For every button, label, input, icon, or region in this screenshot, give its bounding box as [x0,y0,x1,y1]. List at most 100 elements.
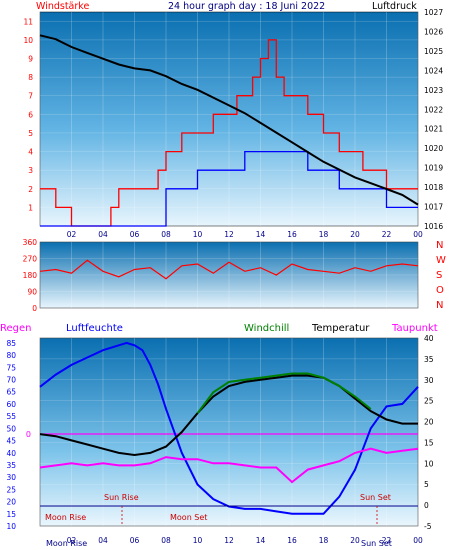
temperatur-label: Temperatur [311,323,370,334]
humidity-y-tick: 55 [6,412,16,421]
temperatur-line [39,374,418,457]
wind-speed-series [40,39,418,227]
humidity-y-tick: 35 [6,461,16,470]
humidity-y-tick: 30 [6,473,16,482]
wind-y-tick: 3 [28,166,33,175]
moon-set-label: Moon Set [170,513,207,522]
humidity-y-tick: 10 [6,522,16,531]
regen-value: 0 [26,430,31,439]
wind-x-tick: 08 [161,230,171,239]
compass-letter: N [436,240,443,251]
pressure-y-tick: 1023 [424,86,443,95]
sun-rise-label: Sun Rise [104,493,139,502]
taupunkt-label: Taupunkt [391,323,438,334]
pressure-y-tick: 1019 [424,164,443,173]
wind-x-tick: 14 [256,230,266,239]
wind-y-tick: 8 [28,73,33,82]
pressure-y-tick: 1025 [424,47,443,56]
wind-direction-y-axis: 0 90 180 270 360 [23,238,38,313]
temperature-y-tick: 10 [424,459,434,468]
wind-y-tick: 11 [23,17,33,26]
wind-x-axis: 02 04 06 08 10 12 14 16 18 20 22 00 [67,230,423,239]
temperature-y-tick: 25 [424,397,434,406]
wind-x-tick: 20 [350,230,360,239]
compass-letter: O [436,285,444,296]
pressure-y-tick: 1021 [424,125,443,134]
temperature-y-tick: 15 [424,438,434,447]
wind-direction-series [39,259,419,280]
wind-x-tick: 18 [319,230,329,239]
wind-pressure-plot-bg [39,11,419,227]
humidity-y-tick: 70 [6,376,16,385]
temperature-y-axis: -5 0 5 10 15 20 25 30 35 40 [424,334,434,531]
direction-y-tick: 0 [32,304,37,313]
direction-y-tick: 90 [27,288,37,297]
wind-average-line [40,150,418,227]
humidity-y-tick: 85 [6,339,16,348]
wind-average-series [40,150,418,227]
pressure-y-tick: 1016 [424,222,443,231]
luftfeuchte-label: Luftfeuchte [66,323,123,334]
climate-x-tick: 04 [98,536,108,545]
pressure-y-tick: 1017 [424,203,443,212]
temperature-y-tick: 40 [424,334,434,343]
climate-x-tick: 10 [193,536,203,545]
climate-x-tick: 08 [161,536,171,545]
pressure-y-tick: 1018 [424,183,443,192]
wind-y-axis: 1 2 3 4 5 6 7 8 9 10 11 [23,17,33,212]
climate-x-tick: 18 [319,536,329,545]
climate-x-tick: 14 [256,536,266,545]
temperature-y-tick: 20 [424,418,434,427]
pressure-y-tick: 1026 [424,27,443,36]
wind-y-tick: 5 [28,129,33,138]
humidity-y-tick: 80 [6,351,16,360]
humidity-y-tick: 40 [6,449,16,458]
humidity-y-tick: 75 [6,363,16,372]
humidity-y-tick: 20 [6,498,16,507]
regen-label: Regen [0,323,32,334]
temperature-y-tick: 0 [424,501,429,510]
climate-x-tick: 22 [382,536,392,545]
humidity-y-tick: 50 [6,424,16,433]
direction-y-tick: 180 [23,271,38,280]
luftdruck-label: Luftdruck [372,1,417,12]
wind-y-tick: 4 [28,148,33,157]
moon-rise-label: Moon Rise [45,513,86,522]
sun-set-axis-overlay: Sun Set [361,539,392,548]
wind-x-tick: 16 [287,230,297,239]
pressure-y-tick: 1022 [424,105,443,114]
windstaerke-label: Windstärke [36,1,89,12]
wind-y-tick: 1 [28,203,33,212]
wind-y-tick: 7 [28,92,33,101]
humidity-y-tick: 45 [6,437,16,446]
climate-x-tick: 12 [224,536,234,545]
wind-x-tick: 06 [130,230,140,239]
wind-direction-plot-bg [39,241,419,309]
wind-x-tick: 02 [67,230,77,239]
compass-letter: W [436,255,446,266]
wind-x-tick: 12 [224,230,234,239]
temperature-y-tick: 5 [424,480,429,489]
climate-x-axis: 02 04 06 08 10 12 14 16 18 20 22 00 [67,536,423,545]
pressure-y-axis: 1016 1017 1018 1019 1020 1021 1022 1023 1024 1025… [424,8,443,231]
climate-x-tick: 02 [67,536,77,545]
temperature-y-tick: 30 [424,376,434,385]
humidity-y-tick: 60 [6,400,16,409]
wind-y-tick: 10 [23,36,33,45]
pressure-series [39,34,419,206]
wind-x-tick: 04 [98,230,108,239]
direction-y-tick: 270 [23,255,38,264]
wind-y-tick: 2 [28,185,33,194]
climate-x-tick: 00 [413,536,423,545]
sun-set-label: Sun Set [360,493,391,502]
windchill-line [196,372,372,414]
pressure-y-tick: 1020 [424,144,443,153]
climate-x-tick: 06 [130,536,140,545]
wind-x-tick: 00 [413,230,423,239]
pressure-line [39,34,419,206]
wind-y-tick: 6 [28,110,33,119]
direction-y-tick: 360 [23,238,38,247]
climate-grid [39,337,419,527]
chart-title: 24 hour graph day : 18 Juni 2022 [168,1,325,12]
